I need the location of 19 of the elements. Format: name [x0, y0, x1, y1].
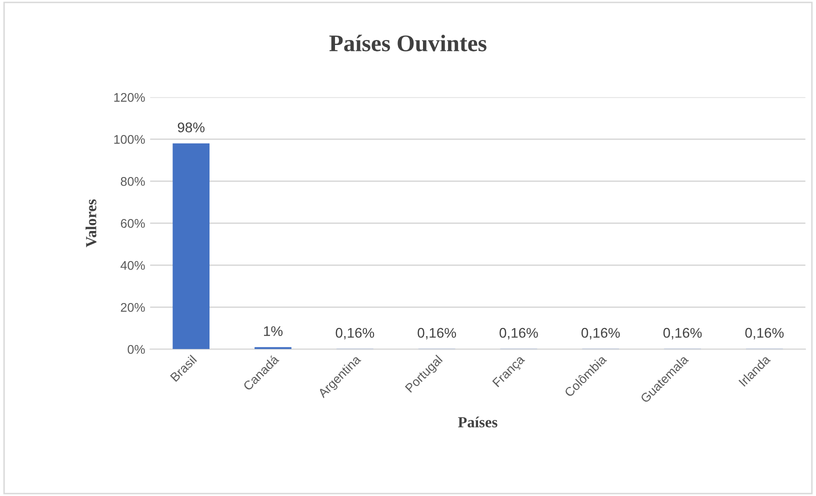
y-tick-label: 0% — [128, 344, 145, 354]
bar — [172, 143, 210, 350]
data-label: 1% — [264, 326, 283, 336]
y-tick-label: 40% — [120, 260, 145, 270]
data-label: 0,16% — [745, 328, 784, 340]
data-label: 0,16% — [663, 328, 702, 340]
y-tick-label: 60% — [120, 219, 145, 228]
y-tick-label: 100% — [114, 135, 145, 144]
x-axis-title: Países — [458, 416, 498, 428]
y-axis-title: Valores — [86, 199, 96, 248]
y-tick-label: 20% — [120, 302, 145, 312]
y-tick-label: 120% — [114, 93, 145, 102]
data-label: 0,16% — [500, 328, 538, 340]
data-label: 0,16% — [336, 328, 374, 340]
data-label: 98% — [178, 122, 204, 132]
data-label: 0,16% — [581, 328, 620, 340]
data-label: 0,16% — [418, 328, 456, 340]
y-tick-label: 80% — [120, 177, 145, 186]
chart-title: Países Ouvintes — [329, 34, 486, 52]
